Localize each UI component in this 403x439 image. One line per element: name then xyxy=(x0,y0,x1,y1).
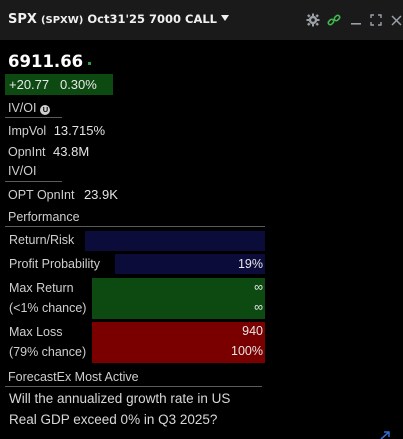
last-price: 6911.66 xyxy=(8,50,92,72)
max-return-value: ∞ xyxy=(254,280,263,294)
performance-heading: Performance xyxy=(8,210,80,224)
profit-probability-value: 19% xyxy=(237,257,263,271)
opt-opnint-label: OPT OpnInt xyxy=(8,188,75,202)
minimize-icon[interactable] xyxy=(348,12,364,28)
max-loss-value-2: 100% xyxy=(231,344,263,358)
impvol-value: 13.715% xyxy=(53,123,106,138)
max-return-bar xyxy=(92,278,265,319)
max-return-value-2: ∞ xyxy=(254,300,263,314)
impvol-row: ImpVol 13.715% xyxy=(8,123,105,138)
max-return-label: Max Return xyxy=(9,281,74,295)
price-value: 6911.66 xyxy=(8,51,84,71)
price-tick-icon xyxy=(88,61,92,65)
max-return-chance: (<1% chance) xyxy=(9,301,87,315)
change-value: +20.77 xyxy=(9,77,50,92)
contract-detail-label: (SPXW) xyxy=(40,15,84,26)
impvol-label: ImpVol xyxy=(8,124,47,138)
profit-probability-label: Profit Probability xyxy=(9,257,101,271)
return-risk-bar xyxy=(85,231,265,251)
ivoi-heading: IV/OI U xyxy=(8,101,51,115)
window-titlebar: SPX (SPXW) Oct31'25 7000 CALL xyxy=(0,0,403,40)
change-pct-value: 0.30% xyxy=(59,77,97,92)
forecastex-heading: ForecastEx Most Active xyxy=(8,370,139,384)
link-icon[interactable] xyxy=(326,12,342,28)
max-loss-chance: (79% chance) xyxy=(9,345,87,359)
external-link-icon[interactable] xyxy=(379,428,391,439)
forecastex-question-line2[interactable]: Real GDP exceed 0% in Q3 2025? xyxy=(9,412,218,427)
opnint-row: OpnInt 43.8M xyxy=(8,144,89,159)
u-badge-icon: U xyxy=(40,104,51,115)
divider xyxy=(5,386,262,387)
gear-icon[interactable] xyxy=(305,12,321,28)
opnint-value: 43.8M xyxy=(53,144,90,159)
return-risk-label: Return/Risk xyxy=(9,233,75,247)
price-change-badge: +20.77 0.30% xyxy=(5,74,113,95)
maximize-icon[interactable] xyxy=(368,12,384,28)
opt-opnint-row: OPT OpnInt 23.9K xyxy=(8,187,118,202)
contract-label: Oct31'25 7000 CALL xyxy=(87,12,218,26)
opnint-label: OpnInt xyxy=(8,145,46,159)
opt-opnint-value: 23.9K xyxy=(83,187,118,202)
divider xyxy=(5,226,265,227)
ivoi-heading-2: IV/OI xyxy=(8,164,37,178)
forecastex-question-line1[interactable]: Will the annualized growth rate in US xyxy=(9,391,231,406)
profit-probability-bar xyxy=(115,254,265,274)
max-loss-label: Max Loss xyxy=(9,325,63,339)
divider xyxy=(5,181,62,182)
max-loss-bar xyxy=(92,322,265,363)
divider xyxy=(5,117,62,118)
symbol-label: SPX xyxy=(8,12,37,27)
max-loss-value: 940 xyxy=(242,324,263,338)
contract-selector[interactable]: SPX (SPXW) Oct31'25 7000 CALL xyxy=(8,12,230,27)
chevron-down-icon[interactable] xyxy=(221,15,230,21)
close-icon[interactable] xyxy=(388,12,403,28)
